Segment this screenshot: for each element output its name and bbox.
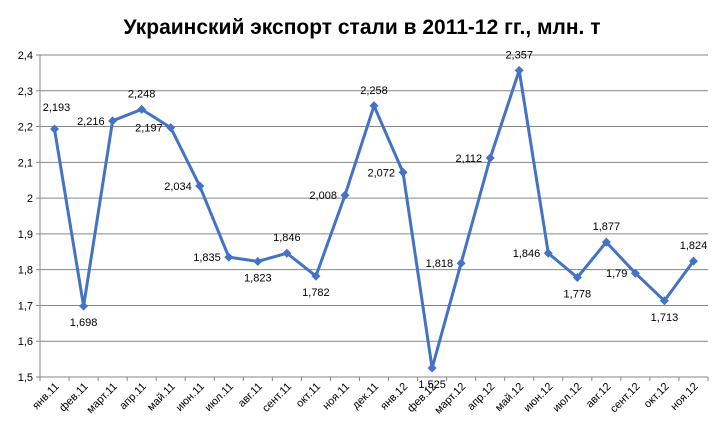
y-tick-label: 1,7 (18, 300, 33, 312)
x-tick-label: окт.12 (642, 381, 672, 411)
data-point-marker (369, 101, 379, 111)
data-label: 2,008 (309, 190, 337, 202)
data-label: 2,357 (505, 49, 533, 61)
data-label: 1,698 (70, 317, 98, 329)
x-tick-label: май.12 (493, 381, 526, 414)
data-point-marker (601, 237, 611, 247)
x-tick-label: янв.11 (30, 381, 61, 412)
data-label: 2,248 (128, 88, 156, 100)
data-point-marker (427, 363, 437, 373)
y-tick-label: 2 (27, 193, 33, 205)
data-point-marker (630, 268, 640, 278)
data-label: 1,79 (606, 268, 627, 280)
data-label: 1,824 (680, 240, 708, 252)
series-polyline (53, 68, 695, 370)
x-tick-label: ноя.12 (669, 381, 701, 413)
data-point-marker (514, 65, 524, 75)
data-point-marker (659, 296, 669, 306)
data-point-marker (50, 124, 60, 134)
x-tick-label: июн.12 (522, 381, 556, 415)
data-label: 1,823 (244, 272, 272, 284)
data-point-marker (340, 190, 350, 200)
data-point-marker (311, 271, 321, 281)
x-tick-label: май.11 (145, 381, 178, 414)
data-label: 1,846 (273, 232, 301, 244)
gridlines (40, 54, 708, 378)
y-tick-label: 1,8 (18, 265, 33, 277)
data-point-marker (108, 116, 118, 126)
data-point-marker (166, 123, 176, 133)
data-label: 2,193 (43, 102, 71, 114)
y-tick-label: 1,6 (18, 336, 33, 348)
series-line (53, 68, 695, 370)
data-label: 2,112 (455, 153, 482, 165)
data-label: 1,525 (418, 379, 446, 391)
x-tick-labels: янв.11фев.11март.11апр.11май.11июн.11июл… (30, 381, 700, 417)
y-tick-label: 1,5 (18, 372, 33, 384)
data-label: 2,072 (368, 167, 396, 179)
data-label: 1,835 (193, 252, 221, 264)
y-tick-label: 2,4 (18, 50, 33, 62)
x-tick-label: апр.12 (465, 381, 497, 413)
y-tick-label: 2,2 (18, 122, 33, 134)
data-label: 1,713 (651, 312, 679, 324)
data-label: 1,818 (426, 258, 454, 270)
x-tick-label: ноя.11 (321, 381, 353, 413)
x-tick-label: март.11 (85, 381, 120, 416)
x-tick-label: сент.11 (260, 381, 294, 415)
data-point-marker (282, 248, 292, 258)
data-point-marker (688, 256, 698, 266)
chart-title: Украинский экспорт стали в 2011-12 гг., … (123, 16, 600, 39)
data-point-marker (398, 167, 408, 177)
y-tick-label: 1,9 (18, 229, 33, 241)
data-markers (50, 65, 698, 373)
x-tick-label: дек.11 (350, 381, 381, 412)
data-point-marker (79, 301, 89, 311)
y-tick-label: 2,3 (18, 86, 33, 98)
data-point-marker (253, 256, 263, 266)
data-label: 1,877 (593, 221, 621, 233)
data-point-marker (224, 252, 234, 262)
x-tick-label: июл.11 (203, 381, 236, 414)
data-label: 1,846 (513, 248, 541, 260)
data-point-marker (456, 258, 466, 268)
x-tick-label: сент.12 (608, 381, 643, 416)
data-label: 2,216 (77, 116, 105, 128)
axes (36, 54, 709, 381)
y-tick-labels: 1,5 1,6 1,7 1,8 1,9 2 2,1 2,2 2,3 2,4 (18, 50, 33, 384)
data-labels: 2,193 1,698 2,216 2,248 2,197 2,034 1,835 1,823… (43, 49, 707, 391)
data-point-marker (543, 248, 553, 258)
data-point-marker (137, 104, 147, 114)
data-point-marker (195, 181, 205, 191)
y-tick-label: 2,1 (18, 157, 33, 169)
data-point-marker (485, 153, 495, 163)
x-tick-label: апр.11 (117, 381, 149, 413)
data-point-marker (572, 273, 582, 283)
data-label: 2,034 (164, 181, 192, 193)
data-label: 1,782 (302, 287, 330, 299)
x-tick-label: июн.11 (174, 381, 207, 414)
data-label: 2,197 (135, 123, 163, 135)
data-label: 1,778 (564, 289, 592, 301)
x-tick-label: июл.12 (551, 381, 585, 415)
x-tick-label: окт.11 (294, 381, 323, 410)
data-label: 2,258 (360, 85, 388, 97)
